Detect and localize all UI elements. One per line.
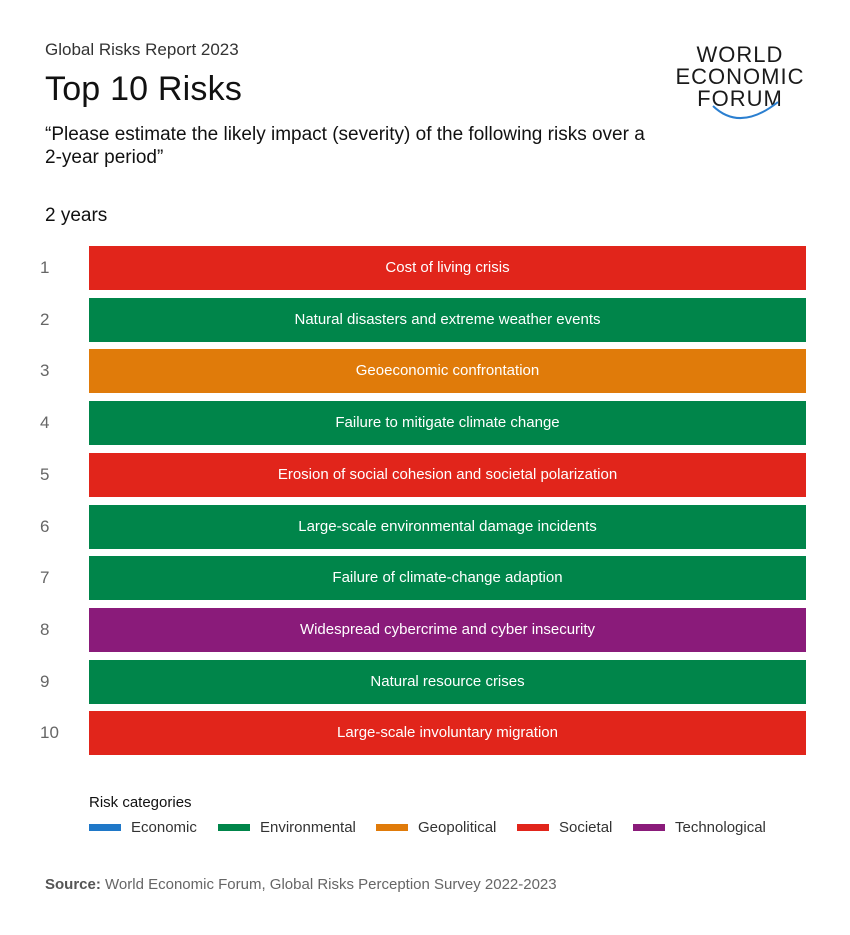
risk-bar: Natural resource crises [89, 660, 806, 704]
legend-item: Environmental [218, 818, 356, 838]
risk-rank: 1 [40, 258, 50, 277]
risk-rank: 7 [40, 568, 50, 587]
legend-swatch [89, 823, 121, 831]
legend-item: Economic [89, 818, 197, 838]
risk-rank: 4 [40, 413, 50, 432]
logo-line-3: FORUM [697, 86, 783, 111]
risk-bar: Failure to mitigate climate change [89, 401, 806, 445]
source-label: Source: [45, 876, 101, 893]
risk-bar: Large-scale involuntary migration [89, 711, 806, 755]
time-horizon-label: 2 years [45, 205, 108, 226]
risk-bar: Failure of climate-change adaption [89, 556, 806, 600]
risk-rank: 6 [40, 517, 50, 536]
source-text: World Economic Forum, Global Risks Perce… [100, 876, 557, 893]
risk-rank: 8 [40, 620, 50, 639]
legend-swatch [376, 823, 408, 831]
legend-label: Societal [559, 819, 613, 836]
legend-item: Technological [633, 818, 766, 838]
source-note: Source: World Economic Forum, Global Ris… [45, 876, 557, 893]
risk-bar: Cost of living crisis [89, 246, 806, 290]
risk-rank: 9 [40, 672, 50, 691]
risk-bar: Erosion of social cohesion and societal … [89, 453, 806, 497]
legend-item: Societal [517, 818, 612, 838]
report-supertitle: Global Risks Report 2023 [45, 40, 239, 59]
risk-rank: 2 [40, 310, 50, 329]
survey-question: “Please estimate the likely impact (seve… [45, 124, 645, 168]
risk-bar: Geoeconomic confrontation [89, 349, 806, 393]
legend-label: Economic [131, 819, 197, 836]
legend-swatch [517, 823, 549, 831]
legend-label: Technological [675, 819, 766, 836]
legend-label: Environmental [260, 819, 356, 836]
logo-line-2: ECONOMIC [675, 64, 805, 89]
page-title: Top 10 Risks [45, 70, 243, 108]
logo-line-1: WORLD [696, 42, 784, 67]
risk-rank: 3 [40, 361, 50, 380]
risk-rank: 10 [40, 723, 59, 742]
risk-bar: Widespread cybercrime and cyber insecuri… [89, 608, 806, 652]
legend-swatch [218, 823, 250, 831]
risk-bar: Large-scale environmental damage inciden… [89, 505, 806, 549]
risk-bar: Natural disasters and extreme weather ev… [89, 298, 806, 342]
legend-swatch [633, 823, 665, 831]
legend-title: Risk categories [89, 794, 192, 811]
legend-item: Geopolitical [376, 818, 496, 838]
risk-rank: 5 [40, 465, 50, 484]
legend-label: Geopolitical [418, 819, 497, 836]
wef-logo: WORLD ECONOMIC FORUM [665, 40, 815, 130]
logo-arc-icon [712, 101, 779, 120]
